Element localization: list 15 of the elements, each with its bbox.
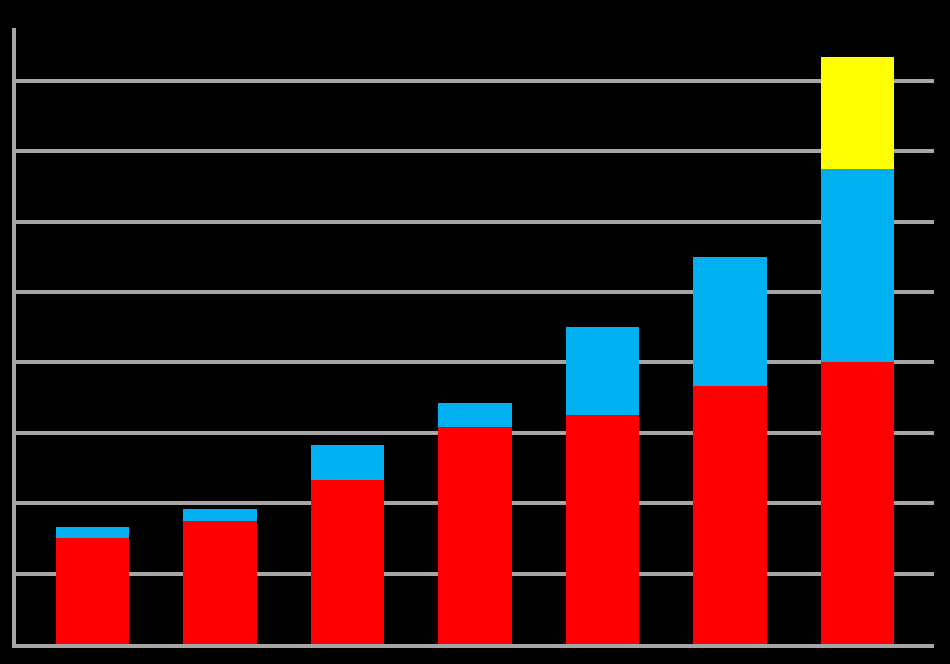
bar <box>310 444 385 480</box>
bar <box>820 168 895 363</box>
bar <box>310 479 385 644</box>
bar <box>183 520 257 644</box>
bar <box>183 509 257 521</box>
bar <box>438 403 512 427</box>
bar <box>693 256 767 386</box>
bar <box>693 385 767 644</box>
bar <box>565 415 640 644</box>
bar <box>565 327 640 416</box>
bar <box>55 538 130 644</box>
bar <box>438 426 512 644</box>
bar <box>820 57 895 169</box>
bar <box>55 526 130 539</box>
bar <box>820 362 895 644</box>
